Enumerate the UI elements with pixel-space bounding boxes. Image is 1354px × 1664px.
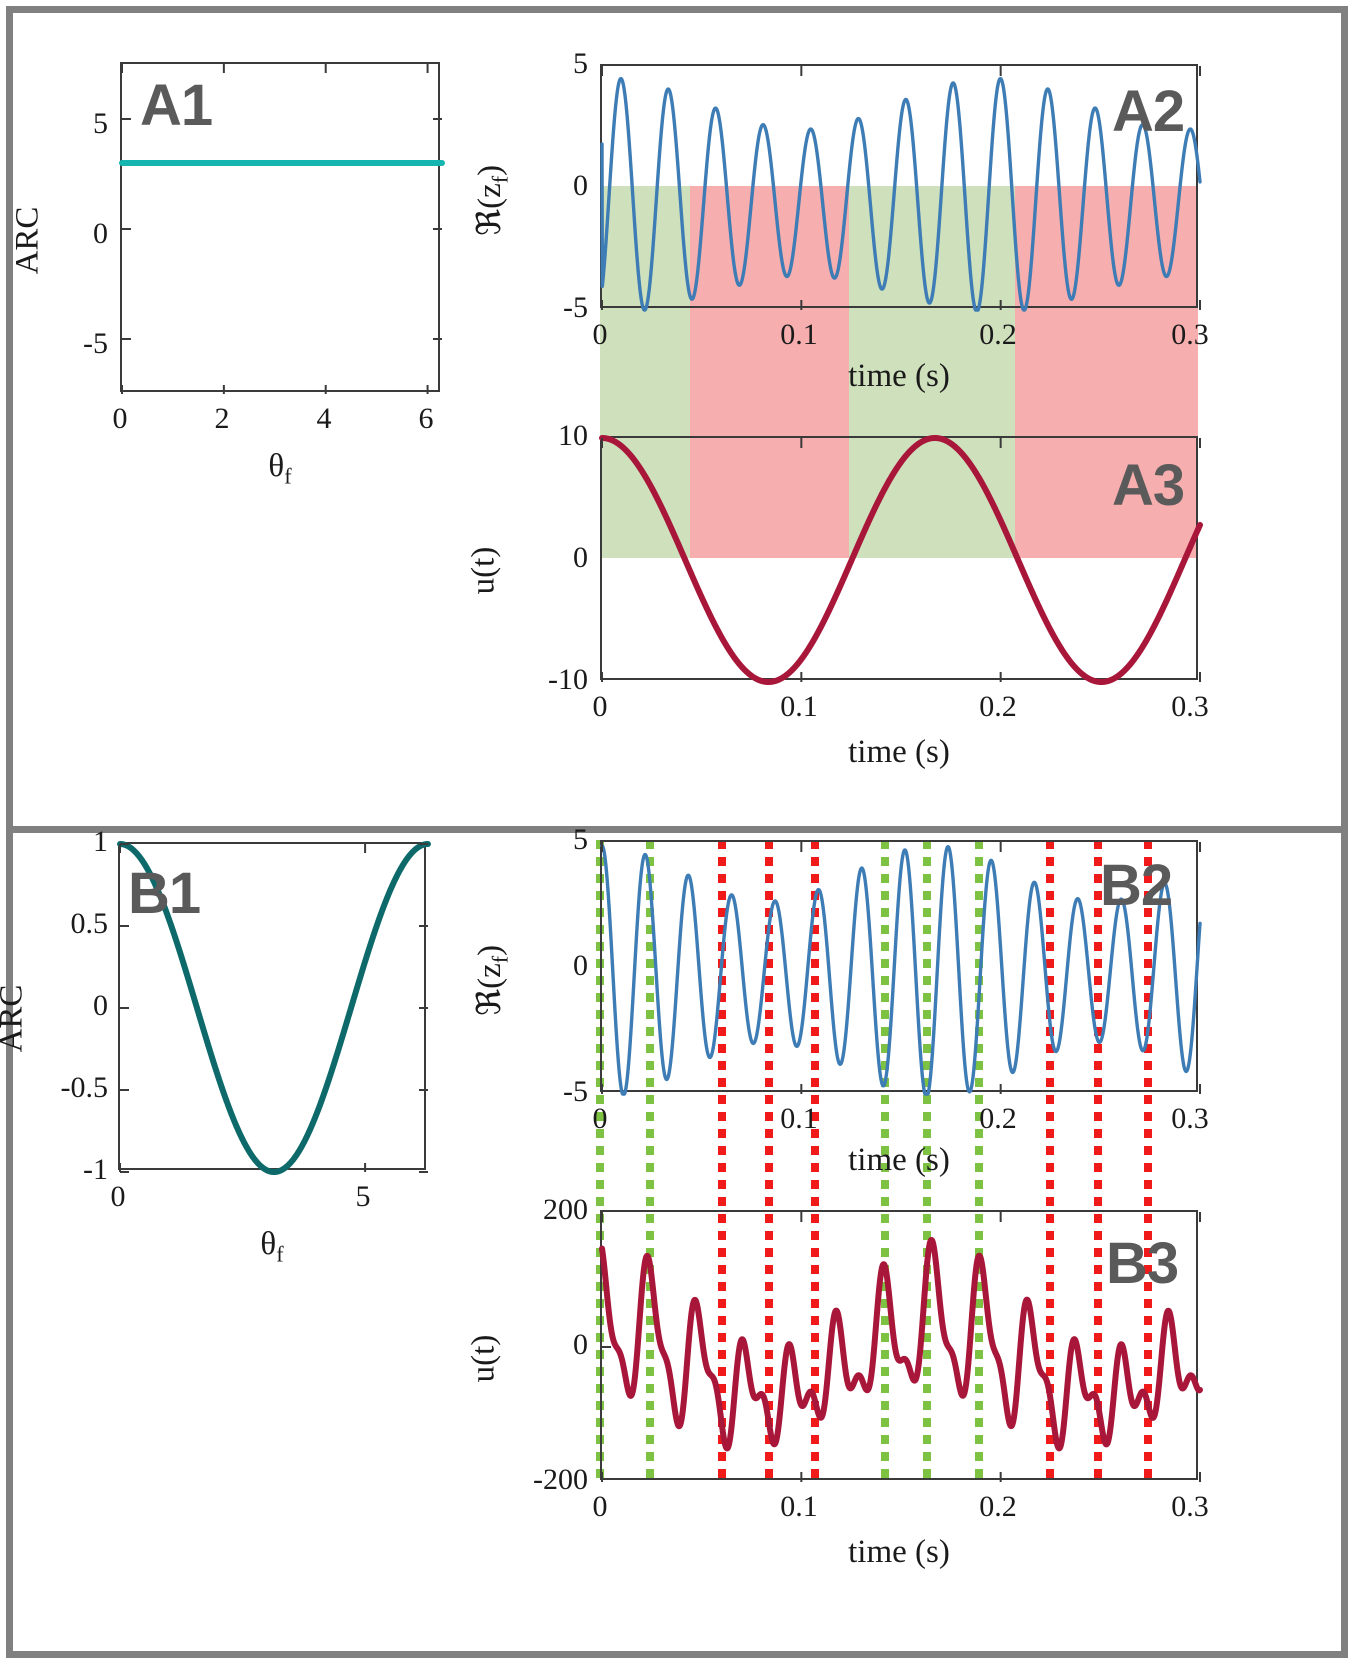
panel-a3-tag: A3 (1112, 453, 1185, 518)
panel-b2-xtick-3: 0.3 (1171, 1102, 1209, 1135)
marker-line-red (717, 840, 726, 1480)
panel-b1-xlabel-text: θ (260, 1226, 277, 1262)
panel-b1-axes (117, 841, 431, 1175)
panel-a3: A3 10 0 -10 0 0.1 0.2 0.3 time (s) u(t) (0, 0, 1354, 830)
panel-a2-curve (600, 66, 1202, 312)
panel-a2-xtick-3: 0.3 (1171, 318, 1209, 351)
marker-line-red (1144, 840, 1153, 1480)
panel-b3-xtick-2: 0.2 (979, 1490, 1017, 1523)
shaded-band-green (600, 186, 690, 558)
panel-a1: A1 5 0 -5 0 2 4 6 θf ARC (0, 0, 520, 489)
panel-a1-xtick-2: 4 (316, 402, 332, 435)
panel-a1-xtick-1: 2 (214, 402, 230, 435)
panel-a1-xlabel-sub: f (284, 463, 292, 489)
panel-a3-ylabel: u(t) (465, 546, 502, 595)
panel-a1-axes (119, 62, 445, 394)
panel-b3-tag: B3 (1106, 1231, 1179, 1296)
panel-a2-ytick-0: 5 (573, 47, 588, 80)
panel-a2-tag: A2 (1112, 79, 1185, 144)
panel-b2-axes (600, 840, 1202, 1096)
panel-a2-xtick-2: 0.2 (979, 318, 1017, 351)
marker-line-red (765, 840, 774, 1480)
panel-b3-ytick-1: 0 (573, 1328, 588, 1361)
marker-line-green (922, 840, 931, 1480)
panel-b2-ytick-1: 0 (573, 949, 588, 982)
panel-a2-ytick-2: -5 (563, 291, 588, 324)
shaded-band-red (689, 186, 850, 558)
marker-line-red (1046, 840, 1055, 1480)
marker-line-green (596, 840, 604, 1480)
panel-a1-xlabel-text: θ (268, 448, 285, 484)
panel-b2-ytick-0: 5 (573, 823, 588, 856)
panel-b2-xtick-0: 0 (592, 1102, 608, 1135)
panel-b2-curve (600, 842, 1202, 1096)
panel-b3-xtick-0: 0 (592, 1490, 608, 1523)
panel-a3-xtick-0: 0 (592, 690, 608, 723)
panel-b3-ylabel: u(t) (465, 1334, 502, 1383)
panel-b1-curve (117, 841, 431, 1175)
marker-line-green (974, 840, 983, 1480)
panel-a1-xlabel: θf (268, 448, 291, 490)
panel-a3-curve (599, 435, 1203, 685)
panel-b2: B2 5 0 -5 0 0.1 0.2 0.3 time (s) ℜ(zf) (0, 823, 1354, 1480)
shaded-band-red (1014, 186, 1198, 558)
panel-b2-xtick-1: 0.1 (780, 1102, 818, 1135)
panel-a1-curve (119, 64, 445, 394)
panel-b1-xlabel-sub: f (276, 1241, 284, 1267)
panel-a2: A2 5 0 -5 0 0.1 0.2 0.3 time (s) ℜ(zf) (0, 0, 1354, 558)
marker-line-red (1094, 840, 1103, 1480)
panel-a2-xlabel: time (s) (848, 358, 950, 394)
panel-a1-tag: A1 (140, 73, 213, 138)
panel-b3-xlabel: time (s) (848, 1534, 950, 1570)
panel-b2-tag: B2 (1100, 853, 1173, 918)
panel-b1-ytick-0: 1 (93, 825, 108, 858)
panel-divider (6, 826, 1348, 833)
panel-b1-ytick-4: -1 (83, 1153, 108, 1186)
panel-a1-xtick-0: 0 (112, 402, 128, 435)
panel-a3-xtick-3: 0.3 (1171, 690, 1209, 723)
panel-a3-axes (599, 435, 1203, 685)
panel-b3-xtick-3: 0.3 (1171, 1490, 1209, 1523)
marker-line-green (645, 840, 654, 1480)
panel-b3-axes (599, 1210, 1203, 1482)
panel-a2-ytick-1: 0 (573, 169, 588, 202)
panel-b1-ytick-3: -0.5 (60, 1071, 109, 1104)
panel-b1-xlabel: θf (260, 1226, 283, 1268)
panel-b3: B3 200 0 -200 0 0.1 0.2 0.3 time (s) u(t… (0, 830, 1354, 1660)
panel-a1-xtick-3: 6 (418, 402, 434, 435)
panel-a3-xlabel: time (s) (848, 734, 950, 770)
panel-b2-ytick-2: -5 (563, 1075, 588, 1108)
marker-line-green (881, 840, 890, 1480)
panel-b2-xlabel: time (s) (848, 1142, 950, 1178)
panel-a3-ytick-2: -10 (548, 663, 588, 696)
panel-a3-ytick-0: 10 (558, 419, 588, 452)
panel-a3-ytick-1: 0 (573, 541, 588, 574)
panel-b1-ytick-1: 0.5 (70, 907, 109, 940)
panel-b3-ytick-0: 200 (543, 1193, 588, 1226)
panel-b1: B1 1 0.5 0 -0.5 -1 0 5 θf ARC (0, 825, 520, 1267)
panel-a3-xtick-2: 0.2 (979, 690, 1017, 723)
panel-a2-xtick-1: 0.1 (780, 318, 818, 351)
panel-a2-xtick-0: 0 (592, 318, 608, 351)
panel-b1-ytick-2: 0 (93, 989, 108, 1022)
panel-b2-xtick-2: 0.2 (979, 1102, 1017, 1135)
panel-a3-xtick-1: 0.1 (780, 690, 818, 723)
panel-a1-ytick-2: -5 (83, 327, 108, 360)
panel-b1-xtick-0: 0 (110, 1180, 126, 1213)
panel-a2-axes (600, 64, 1202, 312)
panel-b3-xtick-1: 0.1 (780, 1490, 818, 1523)
panel-b1-xtick-1: 5 (355, 1180, 371, 1213)
marker-line-red (811, 840, 820, 1480)
panel-b1-tag: B1 (128, 861, 201, 926)
panel-b3-curve (599, 1212, 1203, 1482)
panel-b3-ytick-2: -200 (533, 1463, 588, 1496)
panel-a1-ytick-0: 5 (93, 107, 108, 140)
panel-a1-ytick-1: 0 (93, 217, 108, 250)
